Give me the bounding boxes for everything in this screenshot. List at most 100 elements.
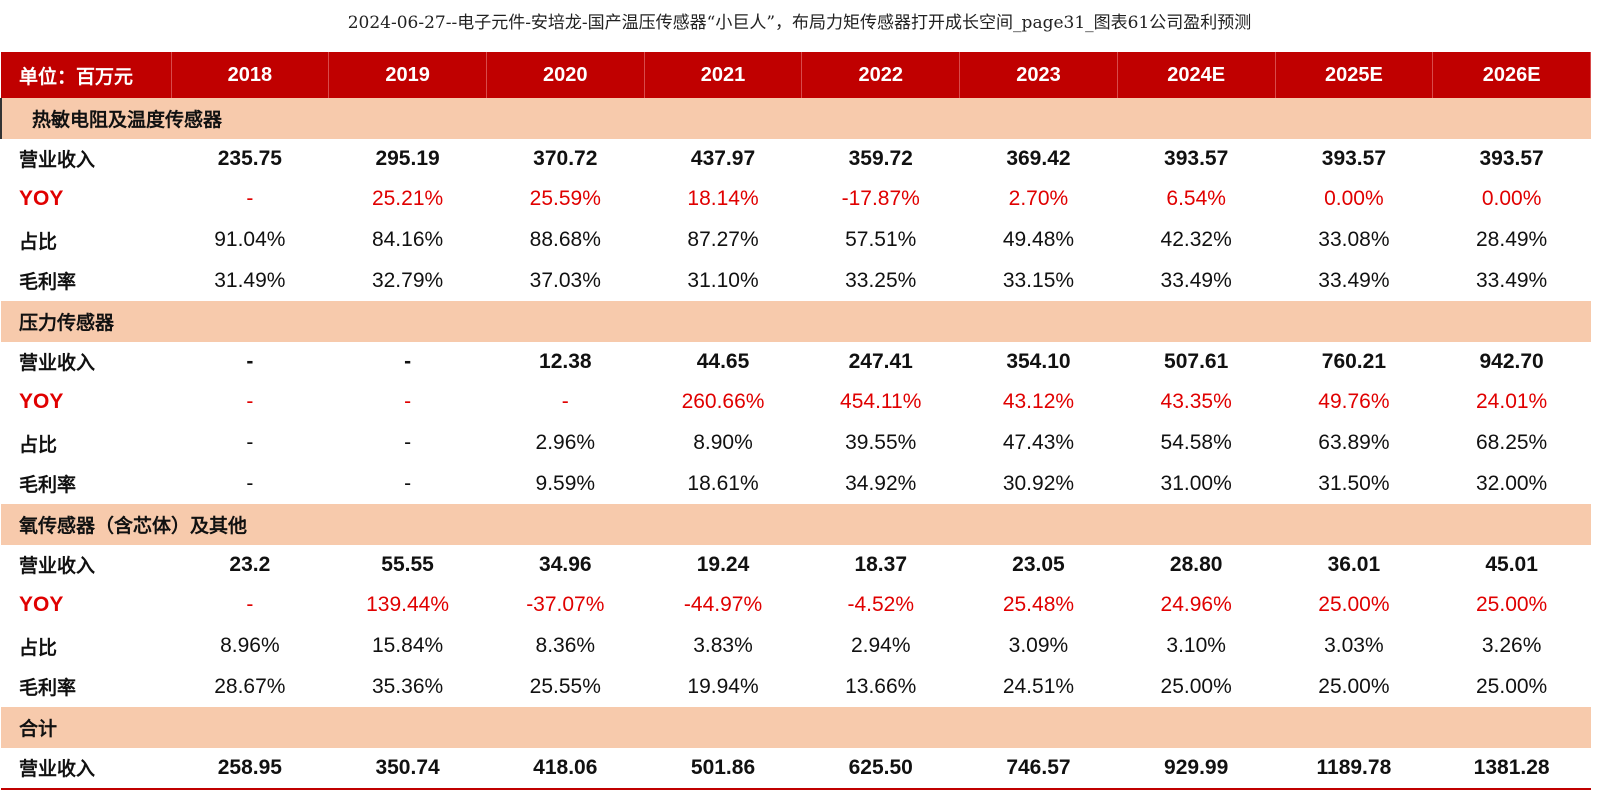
- table-cell: 507.61: [1164, 349, 1229, 373]
- table-cell: 25.00%: [1318, 674, 1390, 698]
- table-cell: 28.80: [1169, 552, 1223, 576]
- table-cell: 3.26%: [1481, 634, 1542, 658]
- table-cell: 33.49%: [1160, 268, 1232, 292]
- table-cell: 0.00%: [1481, 187, 1542, 211]
- row-label: 占比: [19, 636, 58, 659]
- table-cell: 418.06: [486, 747, 645, 791]
- year-header: 2022: [801, 52, 961, 98]
- year-header: 2021: [644, 52, 803, 98]
- table-cell: 24.96%: [1160, 593, 1232, 617]
- row-label: 营业收入: [19, 149, 96, 172]
- table-cell: 23.2: [229, 552, 271, 576]
- table-cell: 354.10: [1006, 349, 1071, 373]
- table-cell: 34.96: [539, 552, 592, 576]
- table-cell: 350.74: [328, 747, 487, 791]
- year-header: 2020: [486, 52, 645, 98]
- table-cell: 0.00%: [1324, 187, 1384, 211]
- section-title: 合计: [1, 706, 1591, 748]
- table-cell: 18.37: [854, 552, 908, 576]
- table-cell: 9.59%: [535, 471, 596, 495]
- table-cell: 33.49%: [1318, 268, 1390, 292]
- unit-label: 单位：百万元: [1, 52, 172, 98]
- table-cell: 393.57: [1479, 146, 1544, 170]
- table-row: 占比 - - 2.96% 8.90% 39.55% 47.43% 54.58% 63.89% 68…: [1, 423, 1591, 464]
- table-cell: 28.67%: [214, 674, 286, 698]
- section-title: 热敏电阻及温度传感器: [0, 98, 1591, 139]
- table-cell: 33.25%: [845, 268, 917, 292]
- profit-forecast-table-container: 单位：百万元 2018 2019 2020 2021 2022 2023 2024E 2025…: [0, 52, 1591, 791]
- table-cell: 28.49%: [1476, 228, 1548, 252]
- table-cell: 36.01: [1327, 552, 1381, 576]
- section-header-row: 热敏电阻及温度传感器: [0, 98, 1591, 139]
- table-cell: -: [246, 349, 254, 373]
- table-cell: 63.89%: [1318, 431, 1390, 455]
- table-cell: 25.55%: [529, 674, 601, 698]
- table-cell: 45.01: [1485, 552, 1538, 576]
- table-cell: 760.21: [1321, 349, 1386, 373]
- table-cell: 24.01%: [1476, 390, 1548, 414]
- table-row: 营业收入 235.75 295.19 370.72 437.97 359.72 369.42…: [1, 139, 1591, 180]
- table-cell: 942.70: [1479, 349, 1544, 373]
- row-label: 营业收入: [1, 747, 171, 791]
- table-cell: 87.27%: [687, 228, 759, 252]
- table-row: 营业收入 - - 12.38 44.65 247.41 354.10 507.61 760.21…: [1, 342, 1591, 383]
- table-cell: 2.96%: [535, 431, 596, 455]
- table-cell: 47.43%: [1002, 431, 1075, 455]
- table-cell: 37.03%: [529, 268, 601, 292]
- table-cell: 33.15%: [1002, 268, 1075, 292]
- section-title: 氧传感器（含芯体）及其他: [1, 503, 1591, 545]
- table-cell: 18.61%: [687, 471, 759, 495]
- row-label: 占比: [19, 433, 58, 456]
- table-cell: 3.09%: [1008, 634, 1069, 658]
- table-cell: 25.00%: [1318, 593, 1390, 617]
- table-cell: 31.10%: [687, 268, 759, 292]
- profit-forecast-table: 单位：百万元 2018 2019 2020 2021 2022 2023 2024E 2025…: [0, 52, 1591, 791]
- table-cell: 370.72: [533, 146, 598, 170]
- table-cell: 25.00%: [1476, 674, 1548, 698]
- row-label: 毛利率: [19, 677, 77, 700]
- table-cell: 31.50%: [1318, 471, 1390, 495]
- table-cell: 25.59%: [529, 187, 601, 211]
- table-cell: 43.35%: [1160, 390, 1232, 414]
- row-label: YOY: [19, 593, 64, 617]
- table-cell: 3.10%: [1166, 634, 1226, 658]
- row-label: 营业收入: [19, 352, 96, 375]
- table-cell: 35.36%: [371, 674, 444, 698]
- table-body: 热敏电阻及温度传感器 营业收入 235.75 295.19 370.72 437.97 35…: [0, 98, 1591, 791]
- table-cell: 139.44%: [366, 593, 450, 617]
- table-cell: 359.72: [848, 146, 913, 170]
- table-cell: 929.99: [1117, 747, 1276, 791]
- table-cell: 88.68%: [529, 228, 601, 252]
- row-label: YOY: [19, 390, 64, 414]
- year-header: 2023: [959, 52, 1118, 98]
- table-cell: -4.52%: [847, 593, 914, 617]
- table-cell: 8.36%: [535, 634, 596, 658]
- year-header: 2018: [171, 52, 330, 98]
- table-cell: 25.21%: [371, 187, 444, 211]
- table-cell: 84.16%: [371, 228, 444, 252]
- section-title: 压力传感器: [1, 300, 1591, 342]
- table-cell: -17.87%: [841, 187, 920, 211]
- table-cell: 13.66%: [845, 674, 917, 698]
- table-cell: -: [404, 431, 412, 455]
- table-cell: 55.55: [381, 552, 434, 576]
- table-cell: 32.79%: [371, 268, 444, 292]
- table-cell: 54.58%: [1160, 431, 1232, 455]
- table-row: YOY - 139.44% -37.07% -44.97% -4.52% 25.48% 24.…: [1, 585, 1591, 626]
- table-cell: 2.70%: [1008, 187, 1069, 211]
- table-cell: 25.48%: [1002, 593, 1075, 617]
- table-cell: 15.84%: [371, 634, 444, 658]
- table-cell: -: [404, 471, 412, 495]
- table-cell: 68.25%: [1476, 431, 1548, 455]
- table-cell: 501.86: [644, 747, 802, 791]
- section-header-row: 压力传感器: [1, 300, 1591, 342]
- table-cell: -: [246, 390, 254, 414]
- table-row: YOY - - - 260.66% 454.11% 43.12% 43.35% 49.76% 24…: [1, 382, 1591, 423]
- table-cell: 625.50: [801, 747, 960, 791]
- table-cell: 31.00%: [1160, 471, 1232, 495]
- table-row: 营业收入 258.95 350.74 418.06 501.86 625.50 746.57…: [1, 747, 1591, 791]
- table-cell: 2.94%: [850, 634, 911, 658]
- table-cell: 1381.28: [1432, 747, 1591, 791]
- table-cell: 8.96%: [220, 634, 280, 658]
- table-cell: 24.51%: [1002, 674, 1075, 698]
